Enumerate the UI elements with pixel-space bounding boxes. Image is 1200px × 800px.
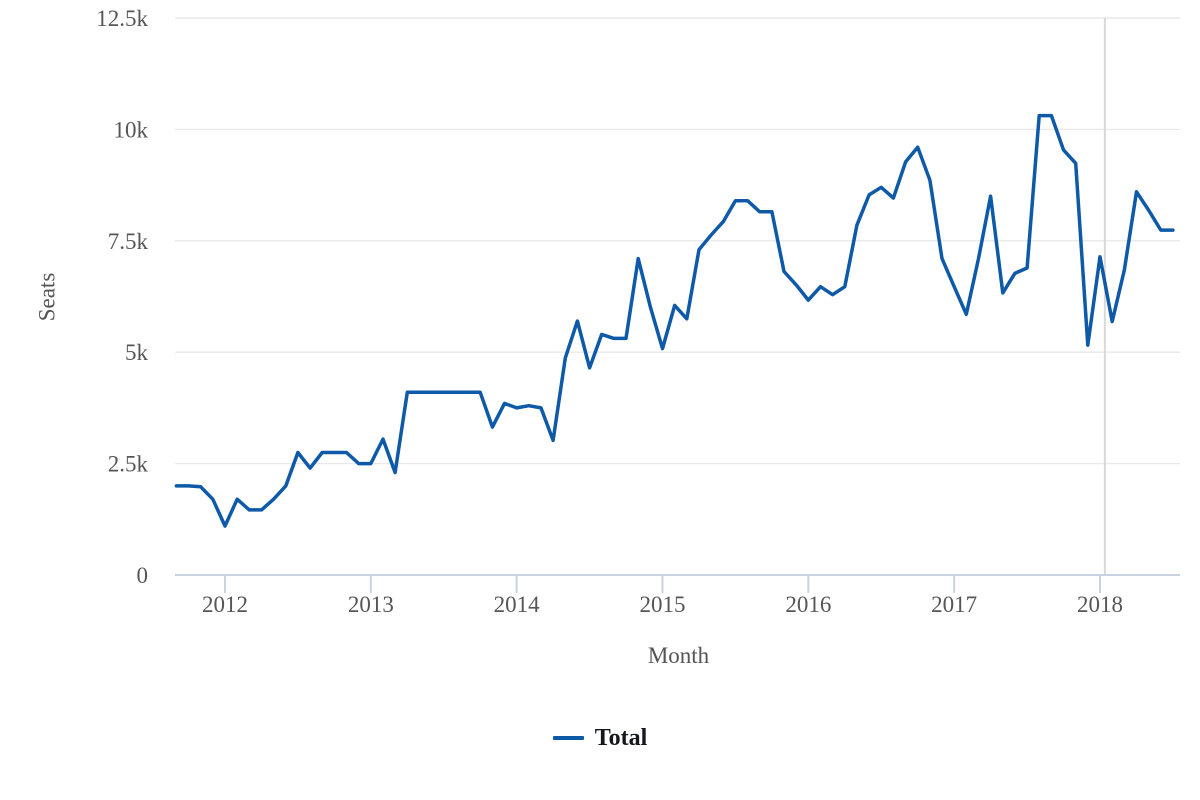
svg-text:0: 0 [137, 563, 149, 588]
svg-text:2016: 2016 [785, 592, 831, 617]
legend-line-swatch-icon [552, 736, 584, 740]
svg-text:2014: 2014 [494, 592, 541, 617]
legend-label: Total [594, 724, 648, 751]
svg-text:2012: 2012 [202, 592, 248, 617]
svg-text:2015: 2015 [639, 592, 685, 617]
svg-text:2013: 2013 [348, 592, 394, 617]
svg-text:12.5k: 12.5k [96, 6, 148, 31]
svg-text:2017: 2017 [931, 592, 977, 617]
svg-text:2.5k: 2.5k [108, 452, 149, 477]
x-axis-title: Month [647, 643, 710, 668]
y-axis-title: Seats [34, 272, 60, 322]
y-tick-labels: 0 2.5k 5k 7.5k 10k 12.5k [96, 6, 148, 588]
legend-item-total[interactable]: Total [552, 724, 648, 752]
legend: Total [0, 722, 1200, 754]
svg-text:10k: 10k [114, 117, 149, 142]
svg-text:5k: 5k [125, 340, 149, 365]
svg-text:2018: 2018 [1077, 592, 1123, 617]
svg-text:7.5k: 7.5k [108, 229, 149, 254]
series-line-total [174, 113, 1175, 528]
gridlines [175, 17, 1180, 465]
x-axis: 2012 2013 2014 2015 2016 2017 2018 [175, 574, 1180, 617]
